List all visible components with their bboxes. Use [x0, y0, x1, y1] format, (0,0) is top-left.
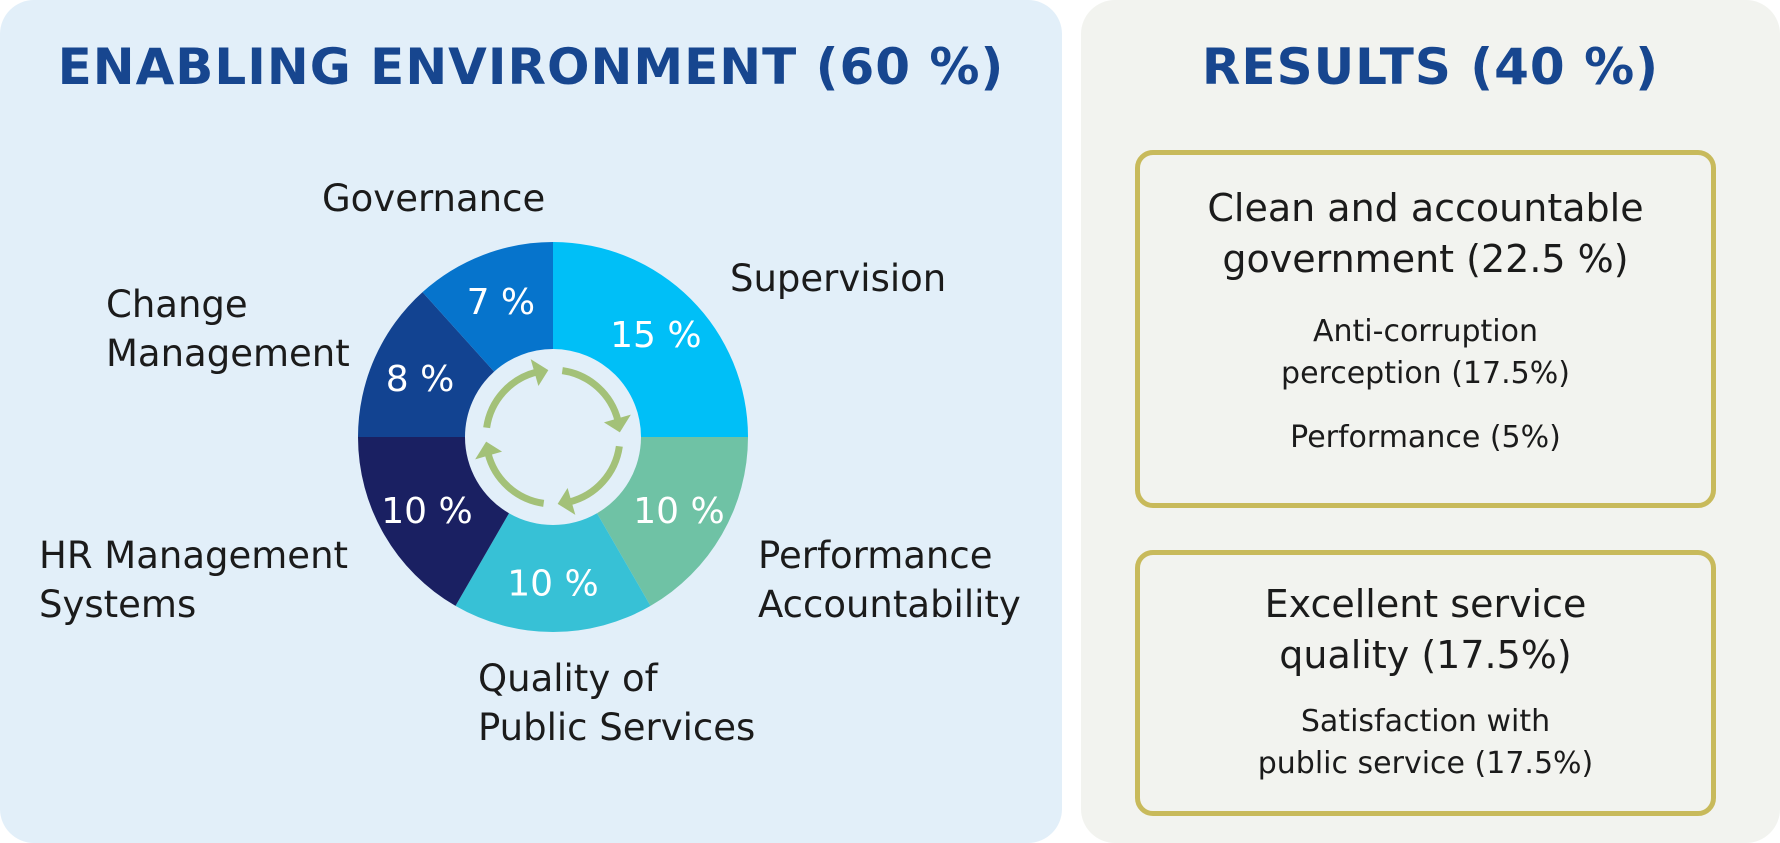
donut-slice-quality-of-public-services	[455, 513, 651, 632]
result-box-service-quality: Excellent service quality (17.5%) Satisf…	[1135, 550, 1716, 816]
result-heading-line1: Clean and accountable	[1207, 186, 1644, 230]
donut-value-label: 10 %	[507, 564, 598, 605]
label-supervision-line1: Supervision	[730, 257, 947, 300]
label-hr-line2: Systems	[39, 583, 197, 626]
cycle-arrow-head	[557, 487, 576, 515]
result-heading-line1: Excellent service	[1264, 582, 1587, 626]
label-change-management-line2: Management	[106, 332, 350, 375]
donut-slice-change-management	[358, 292, 495, 437]
donut-slice-governance	[422, 242, 553, 372]
label-quality-public-services: Quality of Public Services	[478, 654, 755, 752]
label-performance-line1: Performance	[758, 534, 993, 577]
donut-slice-performance-accountability	[597, 437, 748, 606]
result-heading-line2: government (22.5 %)	[1222, 237, 1629, 281]
results-title: RESULTS (40 %)	[1201, 38, 1660, 96]
enabling-environment-title: ENABLING ENVIRONMENT (60 %)	[57, 38, 1005, 96]
label-performance-line2: Accountability	[758, 583, 1021, 626]
label-change-management-line1: Change	[106, 283, 248, 326]
cycle-arrow-arc	[568, 445, 623, 506]
donut-value-label: 8 %	[386, 359, 455, 400]
label-governance-line1: Governance	[322, 177, 546, 220]
result-item-performance: Performance (5%)	[1290, 420, 1561, 455]
label-performance-accountability: Performance Accountability	[758, 531, 1021, 629]
cycle-arrow-arc	[561, 367, 622, 422]
label-hr-line1: HR Management	[39, 534, 349, 577]
result-heading-line2: quality (17.5%)	[1279, 633, 1572, 677]
label-supervision: Supervision	[730, 254, 946, 303]
result-box-clean-government: Clean and accountable government (22.5 %…	[1135, 150, 1716, 508]
cycle-arrow-head	[475, 441, 503, 460]
label-quality-line2: Public Services	[478, 706, 756, 749]
donut-chart: 15 % 10 % 10 % 10 % 8 % 7 %	[358, 242, 748, 632]
cycle-arrow-head	[530, 359, 549, 387]
result-item-anticorruption-line2: perception (17.5%)	[1281, 356, 1570, 391]
cycle-arrow-arc	[484, 452, 545, 507]
donut-value-label: 10 %	[381, 491, 472, 532]
results-panel: RESULTS (40 %) Clean and accountable gov…	[1081, 0, 1780, 843]
donut-slice-supervision	[553, 242, 748, 437]
label-governance: Governance	[322, 174, 545, 223]
donut-value-label: 7 %	[467, 282, 536, 323]
cycle-arrows-icon	[475, 359, 631, 515]
result-item-anticorruption-line1: Anti-corruption	[1313, 314, 1538, 349]
label-quality-line1: Quality of	[478, 657, 658, 700]
donut-slice-hr-management-systems	[358, 437, 509, 606]
label-hr-management-systems: HR Management Systems	[39, 531, 348, 629]
cycle-arrow-head	[603, 414, 631, 433]
donut-value-label: 15 %	[610, 315, 701, 356]
result-item-satisfaction-line1: Satisfaction with	[1300, 704, 1551, 739]
cycle-arrow-arc	[483, 368, 538, 429]
enabling-environment-panel: ENABLING ENVIRONMENT (60 %) 15 % 10 % 10 %…	[0, 0, 1062, 843]
donut-value-label: 10 %	[633, 491, 724, 532]
label-change-management: Change Management	[106, 280, 350, 378]
result-item-satisfaction-line2: public service (17.5%)	[1257, 746, 1594, 781]
